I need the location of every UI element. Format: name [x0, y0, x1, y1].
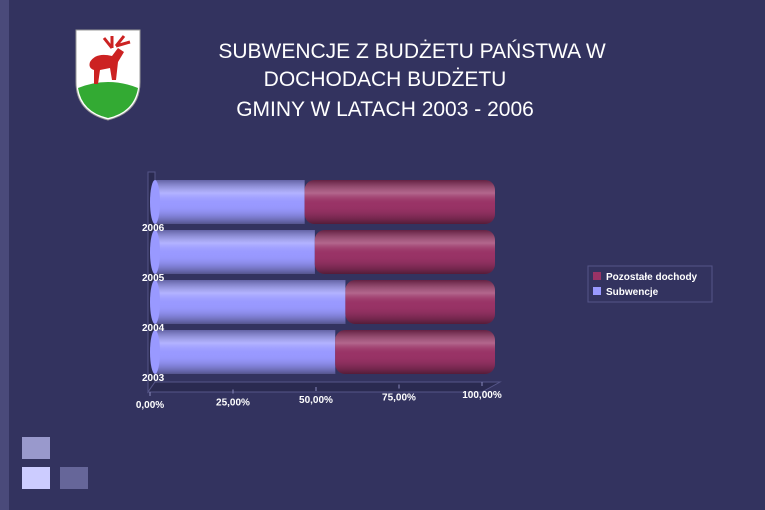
x-tick-label: 25,00% [216, 398, 250, 409]
bar-cap [150, 230, 160, 274]
bar-shade [155, 180, 305, 224]
title-line: DOCHODACH BUDŻETU [264, 68, 507, 91]
x-tick-label: 100,00% [462, 390, 502, 401]
legend-swatch [593, 272, 601, 280]
bar [155, 330, 336, 374]
category-label: 2005 [142, 273, 165, 284]
bar-cap [150, 280, 160, 324]
bar [345, 280, 495, 324]
coat-of-arms [75, 29, 141, 121]
x-tick-label: 0,00% [136, 400, 164, 411]
bar-shade [155, 230, 315, 274]
category-label: 2003 [142, 373, 165, 384]
legend-label: Pozostałe dochody [606, 272, 698, 283]
bar-shade [155, 280, 346, 324]
bar-shade [314, 230, 495, 274]
bar [314, 230, 495, 274]
bar [155, 180, 305, 224]
bar [155, 230, 315, 274]
x-tick-label: 75,00% [382, 393, 416, 404]
bar [304, 180, 495, 224]
legend-box [587, 265, 713, 303]
bar [335, 330, 495, 374]
left-strip [0, 0, 9, 510]
category-label: 2004 [142, 323, 165, 334]
bar-shade [335, 330, 495, 374]
category-label: 2006 [142, 223, 165, 234]
bar-shade [155, 330, 336, 374]
title-line: GMINY W LATACH 2003 - 2006 [236, 98, 534, 121]
x-tick-label: 50,00% [299, 395, 333, 406]
legend-swatch [593, 287, 601, 295]
bar-shade [345, 280, 495, 324]
deco-square [60, 467, 88, 489]
bar-shade [304, 180, 495, 224]
bar [155, 280, 346, 324]
deco-square [22, 437, 50, 459]
bar-cap [150, 330, 160, 374]
bar-cap [150, 180, 160, 224]
deco-square [22, 467, 50, 489]
title-line: SUBWENCJE Z BUDŻETU PAŃSTWA W [218, 40, 606, 63]
legend-label: Subwencje [606, 287, 659, 298]
